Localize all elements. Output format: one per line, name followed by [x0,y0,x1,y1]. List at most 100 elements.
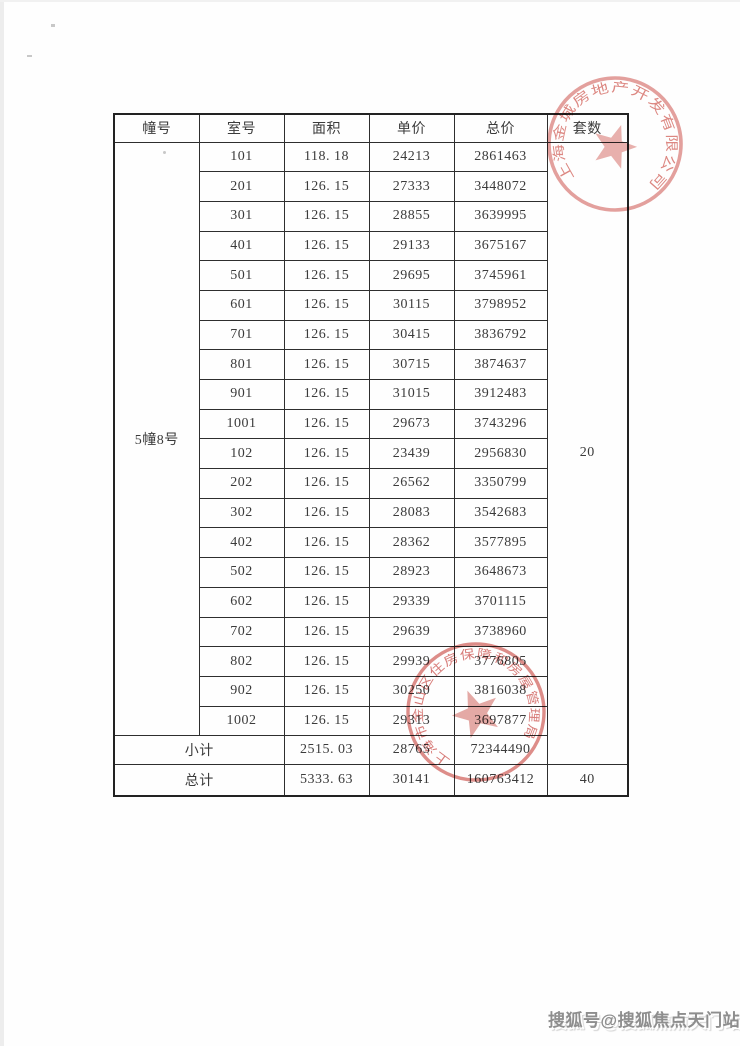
total-price-cell: 3675167 [453,230,548,262]
unit-price-cell: 30250 [368,675,455,707]
grand-total-unit-count: 40 [546,764,629,797]
area-cell: 126. 15 [283,438,370,470]
total-price-cell: 3577895 [453,527,548,559]
total-price-cell: 3697877 [453,705,548,737]
total-price-cell: 3448072 [453,171,548,202]
unit-price-cell: 29639 [368,616,455,648]
total-price-cell: 3648673 [453,557,548,588]
unit-count-cell: 20 [546,141,629,766]
grand-total-total-price: 160763412 [453,764,548,797]
table-row: 201 126. 15 27333 3448072 [114,171,628,202]
area-cell: 126. 15 [283,408,370,440]
table-row: 5幢8号 101 118. 18 24213 2861463 20 [113,141,629,766]
area-cell: 126. 15 [283,586,370,618]
unit-price-cell: 30115 [368,289,455,321]
area-cell: 126. 15 [283,646,370,677]
room-cell: 1002 [198,705,285,737]
subtotal-unit-price: 28765 [368,735,455,766]
scan-artifact [51,24,55,27]
price-filing-table: 幢号 室号 面积 单价 总价 套数 5幢8号 101 118. 18 24213… [113,113,629,797]
header-building-no: 幢号 [113,113,200,143]
grand-total-area: 5333. 63 [283,764,370,797]
unit-price-cell: 28923 [368,557,455,588]
header-unit-count: 套数 [546,113,629,143]
table-header-row: 幢号 室号 面积 单价 总价 套数 [113,113,629,143]
total-price-cell: 3745961 [453,260,548,291]
table-row: 1001 126. 15 29673 3743296 [114,408,628,440]
table-row: 302 126. 15 28083 3542683 [114,497,628,529]
area-cell: 126. 15 [283,260,370,291]
room-cell: 102 [198,438,285,470]
area-cell: 126. 15 [283,616,370,648]
area-cell: 126. 15 [283,349,370,380]
total-price-cell: 3912483 [453,379,548,410]
grand-total-label: 总计 [113,764,285,797]
total-price-cell: 3836792 [453,319,548,351]
unit-price-cell: 27333 [368,171,455,202]
room-cell: 402 [198,527,285,559]
area-cell: 118. 18 [283,141,370,173]
unit-price-cell: 23439 [368,438,455,470]
area-cell: 126. 15 [283,379,370,410]
total-price-cell: 3542683 [453,497,548,529]
unit-price-cell: 28855 [368,200,455,232]
unit-price-cell: 29133 [368,230,455,262]
table-row: 501 126. 15 29695 3745961 [114,260,628,291]
total-price-cell: 2861463 [453,141,548,173]
total-price-cell: 3738960 [453,616,548,648]
grand-total-unit-price: 30141 [368,764,455,797]
unit-price-cell: 29313 [368,705,455,737]
room-cell: 201 [198,171,285,202]
subtotal-total-price: 72344490 [453,735,548,766]
unit-price-cell: 31015 [368,379,455,410]
area-cell: 126. 15 [283,705,370,737]
room-cell: 902 [198,675,285,707]
table-row: 102 126. 15 23439 2956830 [114,438,628,470]
area-cell: 126. 15 [283,289,370,321]
room-cell: 502 [198,557,285,588]
table-row: 602 126. 15 29339 3701115 [114,586,628,618]
area-cell: 126. 15 [283,200,370,232]
total-price-cell: 3743296 [453,408,548,440]
table-row: 301 126. 15 28855 3639995 [114,200,628,232]
table-row: 402 126. 15 28362 3577895 [114,527,628,559]
area-cell: 126. 15 [283,527,370,559]
room-cell: 302 [198,497,285,529]
room-cell: 202 [198,468,285,499]
area-cell: 126. 15 [283,675,370,707]
area-cell: 126. 15 [283,319,370,351]
scan-edge-left [0,0,4,1046]
table-row: 701 126. 15 30415 3836792 [114,319,628,351]
area-cell: 126. 15 [283,557,370,588]
room-cell: 901 [198,379,285,410]
table-row: 702 126. 15 29639 3738960 [114,616,628,648]
unit-price-cell: 29695 [368,260,455,291]
total-price-cell: 2956830 [453,438,548,470]
area-cell: 126. 15 [283,468,370,499]
total-price-cell: 3639995 [453,200,548,232]
unit-price-cell: 28362 [368,527,455,559]
room-cell: 801 [198,349,285,380]
unit-price-cell: 26562 [368,468,455,499]
subtotal-area: 2515. 03 [283,735,370,766]
room-cell: 802 [198,646,285,677]
room-cell: 602 [198,586,285,618]
table-row: 502 126. 15 28923 3648673 [114,557,628,588]
unit-price-cell: 29939 [368,646,455,677]
room-cell: 702 [198,616,285,648]
total-price-cell: 3701115 [453,586,548,618]
grand-total-row: 总计 5333. 63 30141 160763412 40 [113,764,629,797]
total-price-cell: 3350799 [453,468,548,499]
area-cell: 126. 15 [283,230,370,262]
unit-price-cell: 24213 [368,141,455,173]
unit-price-cell: 28083 [368,497,455,529]
subtotal-label: 小计 [113,735,285,766]
total-price-cell: 3874637 [453,349,548,380]
scan-edge-top [0,0,740,2]
unit-price-cell: 30415 [368,319,455,351]
building-label-cell: 5幢8号 [113,141,200,737]
table-row: 801 126. 15 30715 3874637 [114,349,628,380]
header-total-price: 总价 [453,113,548,143]
watermark-text: 搜狐号@搜狐焦点天门站 [548,1011,740,1030]
